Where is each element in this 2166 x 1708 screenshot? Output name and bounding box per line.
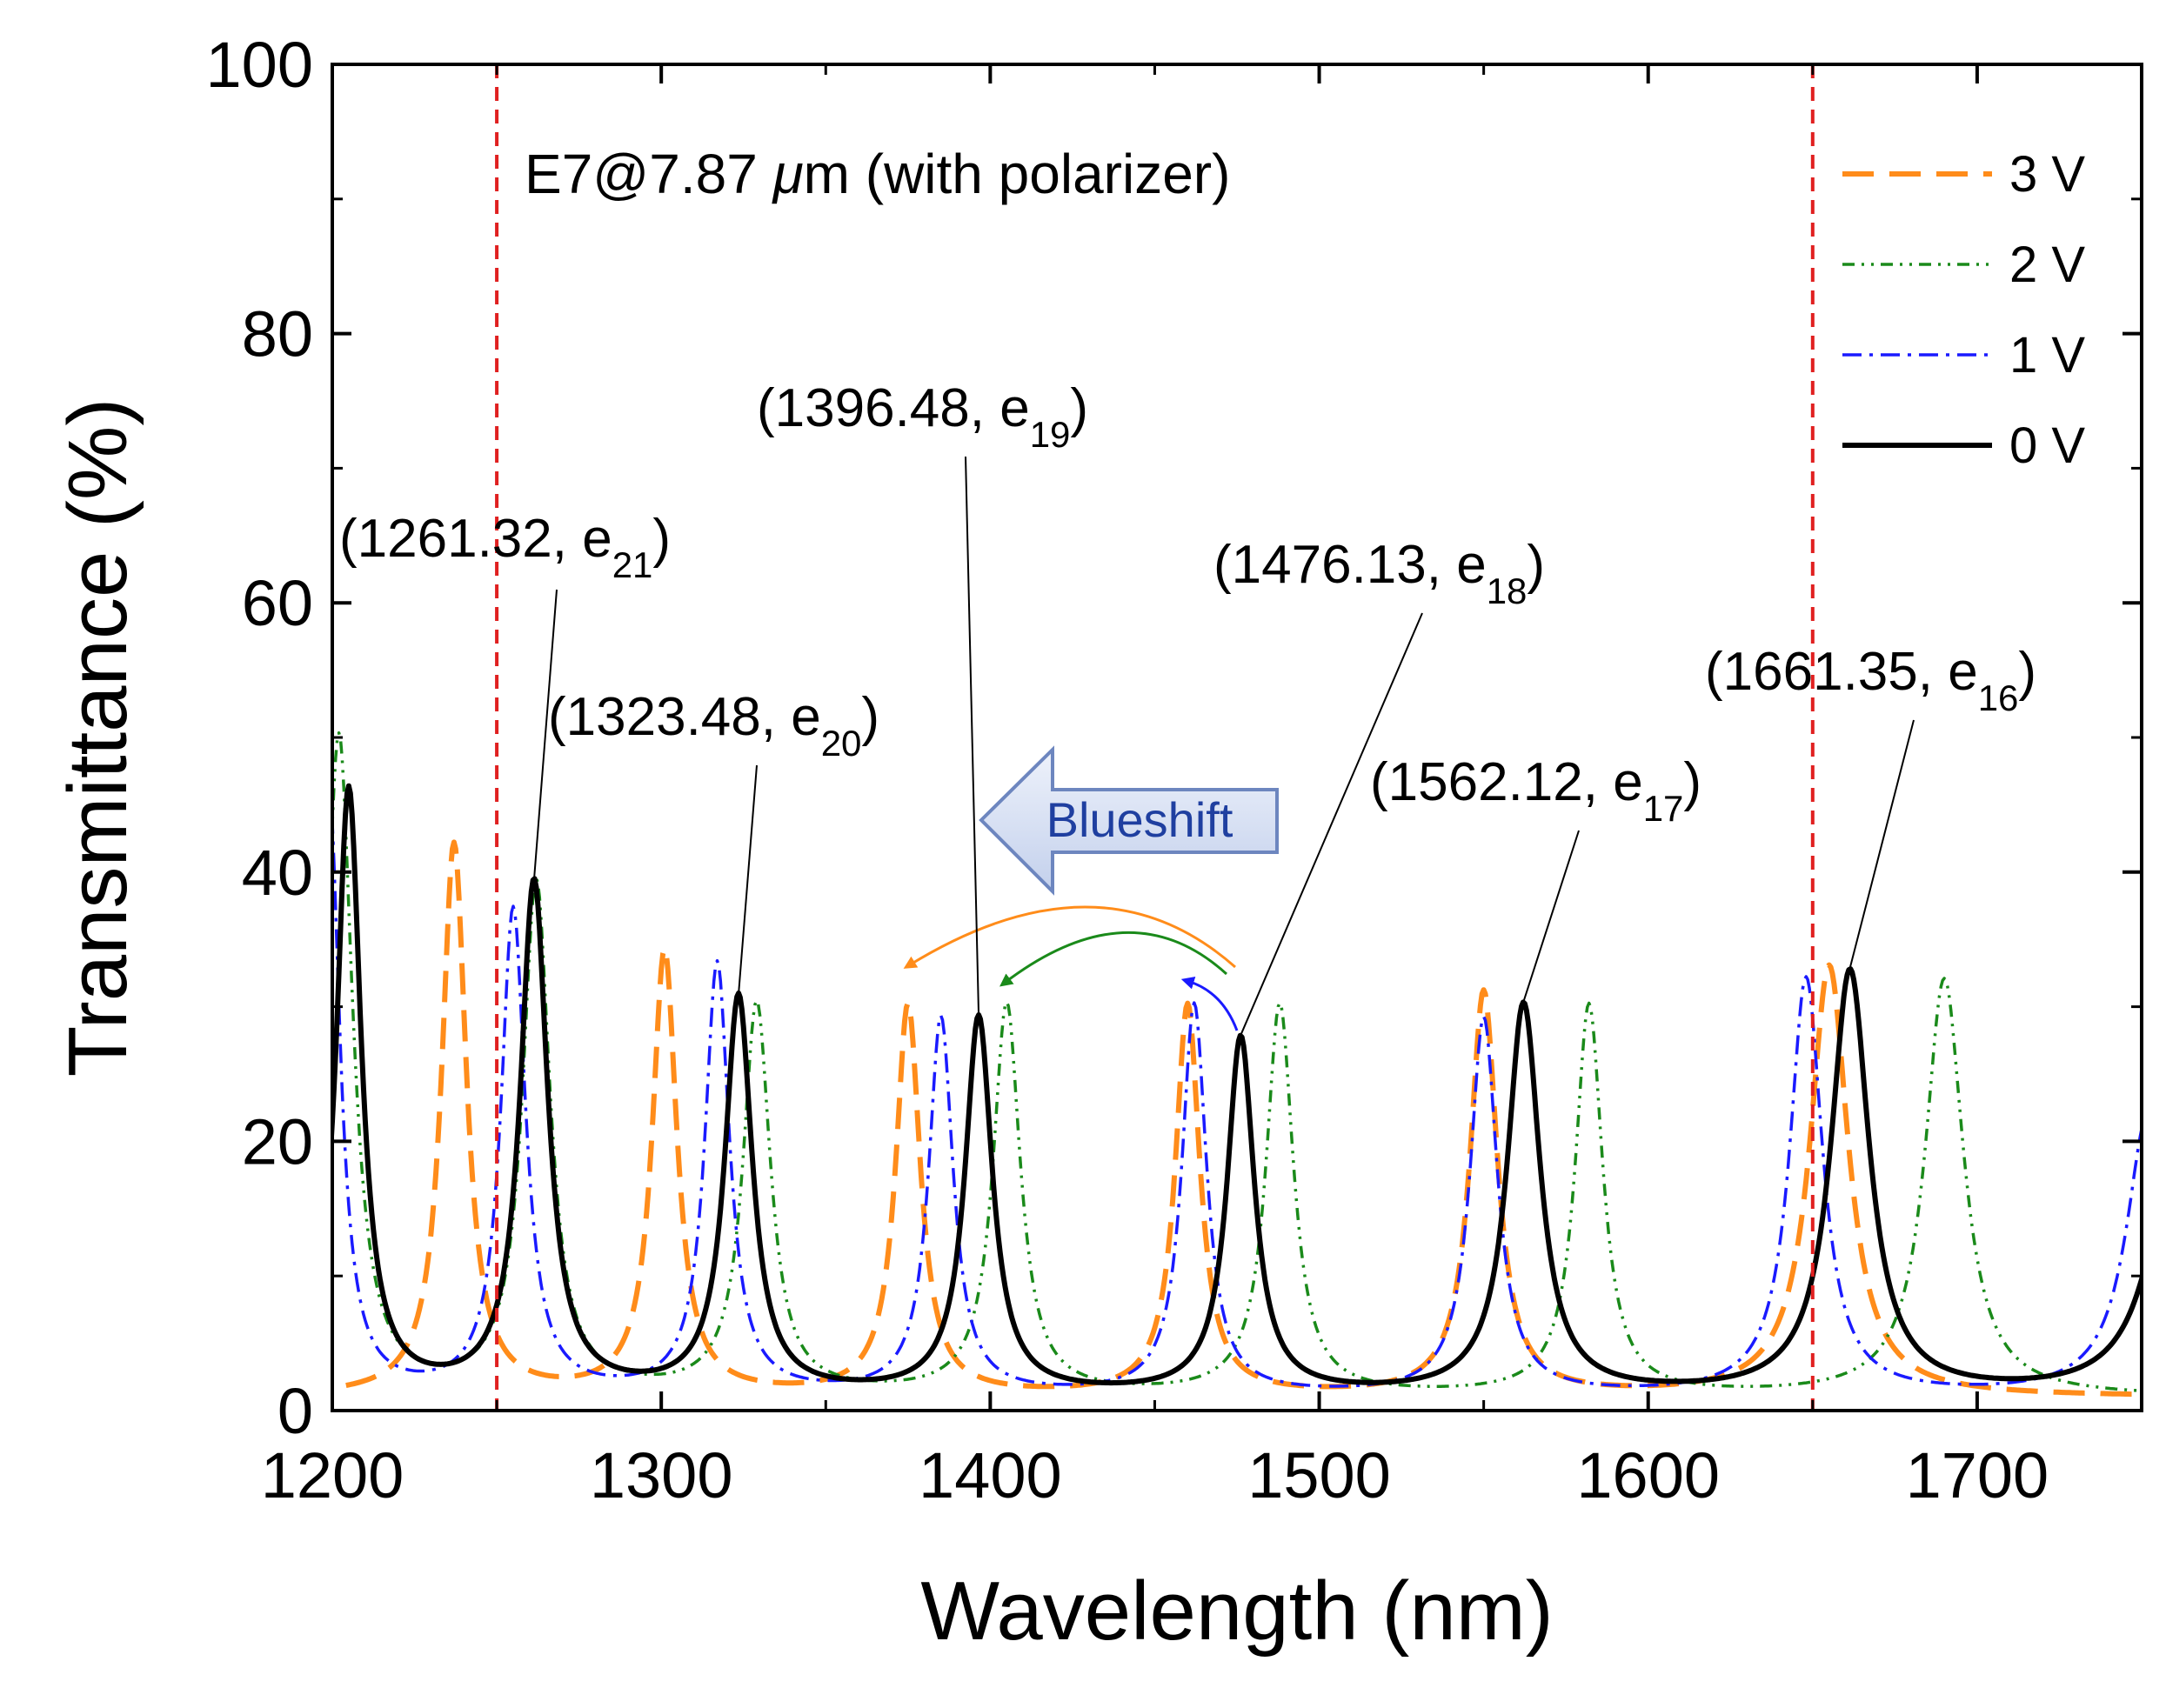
series-line-3v <box>332 839 2142 1398</box>
peak-annotation-leader <box>737 764 758 995</box>
y-tick-label: 40 <box>242 837 313 909</box>
y-tick-label: 20 <box>242 1105 313 1178</box>
reference-lines <box>495 64 1815 1411</box>
blueshift-label: Blueshift <box>1046 792 1233 847</box>
peak-annotation-label: (1661.35, e16) <box>1705 642 2036 718</box>
peak-annotation-leader <box>965 456 980 1016</box>
y-tick-label: 80 <box>242 298 313 370</box>
series-line-2v <box>332 731 2142 1392</box>
y-tick-label: 0 <box>277 1375 313 1447</box>
shift-arrows <box>903 905 1239 1031</box>
series-line-0v <box>332 783 2142 1386</box>
shift-arrow-2v <box>999 931 1228 987</box>
series-layer <box>332 731 2142 1398</box>
peak-annotation-leader <box>1240 612 1423 1036</box>
y-tick-label: 60 <box>242 567 313 639</box>
series-line-1v <box>332 797 2142 1388</box>
x-tick-label: 1500 <box>1247 1439 1391 1511</box>
legend-label: 0 V <box>2009 417 2085 474</box>
peak-annotation-leader <box>1522 830 1580 1002</box>
legend-label: 1 V <box>2009 327 2085 384</box>
axis-ticks: 1200 1300 1400 1500 1600 1700 0 20 40 60 80 100 <box>206 29 2142 1511</box>
blueshift-arrow-shape <box>979 745 1279 896</box>
y-tick-label: 100 <box>206 29 313 101</box>
legend: 3 V 2 V 1 V 0 V <box>1842 146 2085 474</box>
x-tick-label: 1700 <box>1906 1439 2049 1511</box>
shift-arrow-3v <box>903 905 1236 969</box>
peak-annotation-leader <box>1848 719 1915 969</box>
blueshift-arrow: Blueshift <box>979 745 1279 896</box>
peak-annotations: (1261.32, e21) (1323.48, e20) (1396.48, e1… <box>339 378 2036 1036</box>
legend-label: 2 V <box>2009 237 2085 293</box>
legend-label: 3 V <box>2009 146 2085 203</box>
peak-annotation-leader <box>532 589 558 881</box>
x-tick-label: 1200 <box>261 1439 404 1511</box>
peak-annotation-label: (1261.32, e21) <box>339 509 671 585</box>
x-tick-label: 1600 <box>1576 1439 1720 1511</box>
peak-annotation-label: (1562.12, e17) <box>1370 752 1701 829</box>
peak-annotation-label: (1476.13, e18) <box>1213 535 1545 611</box>
peak-annotation-label: (1396.48, e19) <box>757 378 1088 455</box>
plot-title: E7@7.87 μm (with polarizer) <box>525 143 1230 205</box>
peak-annotation-label: (1323.48, e20) <box>548 687 879 764</box>
shift-arrow-1v <box>1180 976 1239 1031</box>
y-axis-title: Transmittance (%) <box>51 398 144 1078</box>
x-tick-label: 1300 <box>590 1439 733 1511</box>
x-axis-title: Wavelength (nm) <box>920 1565 1553 1658</box>
x-tick-label: 1400 <box>919 1439 1062 1511</box>
